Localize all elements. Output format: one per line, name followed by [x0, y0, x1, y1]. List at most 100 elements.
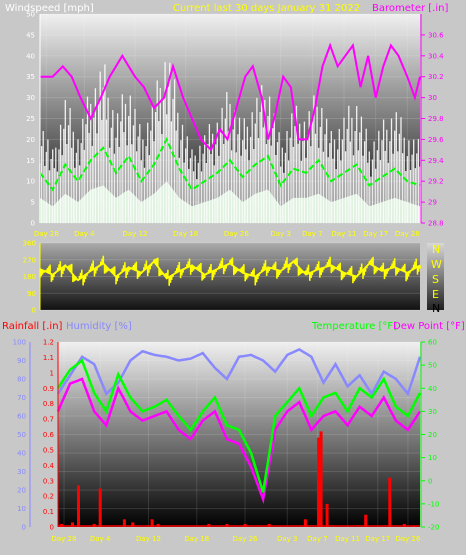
compass-s: S [432, 273, 439, 286]
barometer-tick-label: 28.8 [428, 220, 444, 228]
x-tick-label: Day 26 [395, 535, 421, 543]
barometer-tick-label: 29.6 [428, 136, 444, 144]
barometer-tick-label: 29.4 [428, 157, 444, 165]
windspeed-tick-label: 10 [26, 178, 35, 186]
humidity-tick-label: 80 [17, 376, 26, 384]
rainfall-bar [303, 519, 307, 527]
rainfall-tick-label: 0.5 [43, 446, 54, 454]
temperature-tick-label: 40 [428, 385, 437, 393]
direction-tick-label: 360 [23, 240, 36, 248]
temperature-tick-label: 20 [428, 431, 437, 439]
windspeed-tick-label: 5 [31, 199, 35, 207]
windspeed-tick-label: 35 [26, 73, 35, 81]
rainfall-bar [364, 514, 368, 527]
rainfall-bar [317, 437, 321, 527]
rainfall-axis-ticks: 0 0.1 0.2 0.3 0.4 0.5 0.6 0.7 0.8 0.9 1 1.1 1.2 [43, 339, 55, 532]
rainfall-bar [325, 503, 329, 527]
windspeed-tick-label: 45 [26, 31, 35, 39]
rainfall-axis-title: Rainfall [.in] [2, 321, 63, 332]
temperature-tick-label: 30 [428, 408, 437, 416]
x-tick-label: Day 28 [395, 230, 420, 238]
rainfall-bar [122, 519, 126, 527]
x-tick-label: Day 11 [335, 535, 360, 543]
rainfall-tick-label: 1.2 [43, 339, 54, 347]
rainfall-tick-label: 1.1 [43, 354, 54, 362]
direction-tick-label: 0 [32, 307, 36, 315]
temp-plot-x-labels: Day 28 Day 4 Day 12 Day 18 Day 26 Day 3 Day 7 D… [52, 535, 421, 543]
windspeed-tick-label: 30 [26, 94, 35, 102]
rainfall-bar [150, 519, 154, 527]
rainfall-tick-label: 0 [50, 524, 54, 532]
humidity-tick-label: 100 [13, 339, 26, 347]
temperature-line [56, 358, 422, 493]
x-tick-label: Day 17 [365, 535, 390, 543]
compass-n-top: N [432, 243, 440, 256]
barometer-tick-label: 30.6 [428, 31, 444, 39]
windspeed-tick-label: 50 [26, 11, 35, 19]
rainfall-bar [71, 522, 74, 527]
wind-plot-x-labels: Day 28 Day 4 Day 12 Day 18 Day 26 Day 3 Day 7 D… [34, 230, 420, 238]
windspeed-tick-label: 15 [26, 157, 35, 165]
compass-w: W [431, 258, 442, 271]
wind-average-line [39, 137, 421, 192]
humidity-axis-ticks: 0 10 20 30 40 50 60 70 80 90 100 [13, 339, 26, 532]
dewpoint-axis-title: Dew Point [°F] [393, 321, 465, 332]
compass-e: E [432, 288, 439, 301]
barometer-tick-label: 29.8 [428, 115, 444, 123]
humidity-tick-label: 10 [17, 505, 26, 513]
barometer-tick-label: 30.4 [428, 52, 444, 60]
temperature-axis-ticks: -20 -10 0 10 20 30 40 50 60 [421, 339, 439, 532]
x-tick-label: Day 26 [233, 535, 259, 543]
barometer-tick-label: 29 [428, 199, 437, 207]
compass-legend-background [427, 243, 444, 310]
barometer-line [40, 42, 421, 152]
temperature-tick-label: 10 [428, 454, 437, 462]
x-tick-label: Day 12 [123, 230, 148, 238]
rainfall-bar [77, 485, 80, 527]
x-tick-label: Day 17 [363, 230, 388, 238]
chart-title: Current last 30 days January 31 2022 [173, 3, 360, 14]
temp-plot-grid [58, 341, 420, 528]
humidity-tick-label: 30 [17, 468, 26, 476]
direction-plot-series [39, 255, 421, 286]
temperature-tick-label: 60 [428, 339, 437, 347]
x-tick-label: Day 4 [90, 535, 111, 543]
x-tick-label: Day 18 [173, 230, 198, 238]
compass-n-bottom: N [432, 302, 440, 315]
rainfall-bar [98, 488, 102, 527]
x-tick-label: Day 4 [74, 230, 95, 238]
barometer-axis-title: Barometer [.in] [372, 3, 448, 14]
humidity-tick-label: 20 [17, 487, 26, 495]
direction-axis-ticks: 0 90 180 270 360 [23, 240, 36, 315]
wind-plot-series [39, 42, 421, 223]
humidity-line [56, 347, 422, 397]
humidity-tick-label: 40 [17, 450, 26, 458]
x-tick-label: Day 28 [34, 230, 59, 238]
dewpoint-line [56, 377, 422, 505]
temperature-tick-label: -20 [428, 524, 439, 532]
x-tick-label: Day 18 [184, 535, 209, 543]
humidity-axis-title: Humidity [%] [66, 321, 132, 332]
temperature-tick-label: -10 [428, 500, 439, 508]
rainfall-tick-label: 1 [50, 369, 54, 377]
barometer-tick-label: 30 [428, 94, 437, 102]
windspeed-tick-label: 25 [26, 115, 35, 123]
barometer-tick-label: 29.2 [428, 178, 444, 186]
rainfall-tick-label: 0.4 [43, 462, 55, 470]
rainfall-tick-label: 0.6 [43, 431, 55, 439]
windspeed-axis-ticks: 0 5 10 15 20 25 30 35 40 45 50 [26, 11, 35, 228]
x-tick-label: Day 26 [224, 230, 250, 238]
humidity-tick-label: 60 [17, 413, 26, 421]
barometer-axis-ticks: 28.8 29 29.2 29.4 29.6 29.8 30 30.2 30.4 30.6 [421, 31, 444, 228]
rainfall-tick-label: 0.7 [43, 416, 54, 424]
rainfall-bar [131, 522, 135, 527]
rainfall-tick-label: 0.2 [43, 493, 54, 501]
temperature-axis-title: Temperature [°F] [311, 321, 397, 332]
x-tick-label: Day 7 [302, 230, 323, 238]
temperature-tick-label: 0 [428, 477, 432, 485]
barometer-tick-label: 30.2 [428, 73, 444, 81]
humidity-tick-label: 0 [22, 524, 26, 532]
rainfall-bar [388, 477, 392, 527]
windspeed-tick-label: 0 [31, 220, 35, 228]
